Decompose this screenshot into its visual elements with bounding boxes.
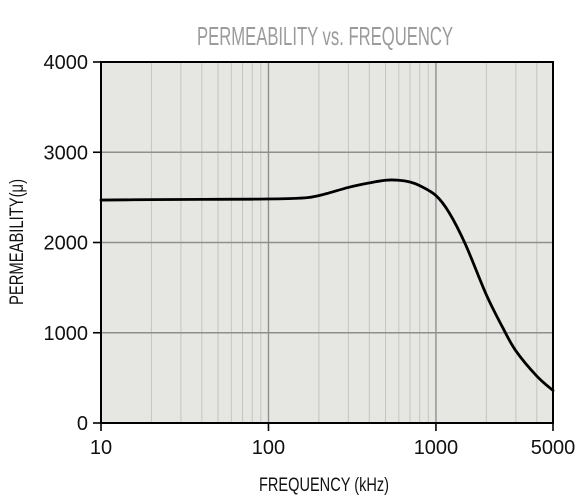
y-axis-label: PERMEABILITY(μ) — [7, 179, 28, 305]
x-tick-label: 5000 — [531, 437, 576, 459]
y-tick-label: 4000 — [44, 52, 89, 74]
x-tick-label: 10 — [90, 437, 112, 459]
y-tick-label: 1000 — [44, 323, 89, 345]
chart-title: PERMEABILITY vs. FREQUENCY — [197, 21, 453, 51]
x-tick-label: 1000 — [414, 437, 459, 459]
grid — [101, 62, 553, 423]
x-axis-label: FREQUENCY (kHz) — [259, 475, 389, 496]
series-line — [99, 178, 555, 392]
y-tick-label: 3000 — [44, 142, 89, 164]
x-tick-label: 100 — [252, 437, 285, 459]
ticks: 0 1000 2000 3000 4000 10 100 1000 5000 — [44, 52, 576, 459]
y-tick-label: 2000 — [44, 233, 89, 255]
y-tick-label: 0 — [77, 413, 88, 435]
